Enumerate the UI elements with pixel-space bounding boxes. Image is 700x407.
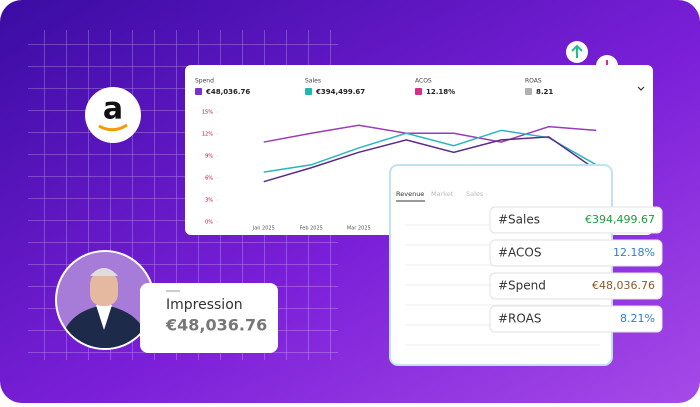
y-tick-label: 3% <box>205 198 213 204</box>
metric-swatch <box>415 88 422 95</box>
impression-value: €48,036.76 <box>165 316 267 335</box>
y-tick-label: 6% <box>205 176 213 182</box>
x-tick-label: Jan 2025 <box>252 226 275 232</box>
avatar <box>57 252 153 348</box>
impression-card <box>140 283 278 353</box>
metric-value: €394,499.67 <box>315 88 365 96</box>
metric-value: 8.21 <box>536 88 553 96</box>
pill-label: #ACOS <box>498 246 542 260</box>
metric-pill <box>489 305 663 333</box>
metric-swatch <box>525 88 532 95</box>
metric-label: Spend <box>195 78 214 85</box>
impression-label: Impression <box>166 297 243 313</box>
metric-value: €48,036.76 <box>205 88 250 96</box>
pill-label: #Sales <box>498 213 540 227</box>
metric-pill <box>489 206 663 234</box>
pill-label: #ROAS <box>498 312 541 326</box>
metric-label: ACOS <box>415 78 432 85</box>
metric-value: 12.18% <box>426 88 455 96</box>
metric-label: ROAS <box>525 78 542 85</box>
panel-tab: Revenue <box>396 190 424 198</box>
pill-value: €48,036.76 <box>592 279 655 292</box>
panel-tab: Sales <box>466 190 484 198</box>
metric-pill <box>489 239 663 267</box>
pill-value: 12.18% <box>613 246 655 259</box>
series-line <box>263 129 597 173</box>
amazon-logo <box>85 87 141 143</box>
y-tick-label: 0% <box>205 220 213 226</box>
pill-value: 8.21% <box>620 312 655 325</box>
svg-text:a: a <box>103 92 123 127</box>
y-tick-label: 15% <box>202 110 213 116</box>
y-tick-label: 12% <box>202 132 213 138</box>
x-tick-label: Mar 2025 <box>347 226 371 232</box>
x-tick-label: Feb 2025 <box>300 226 323 232</box>
pill-value: €394,499.67 <box>585 213 655 226</box>
y-tick-label: 9% <box>205 154 213 160</box>
metric-pill <box>489 272 663 300</box>
metric-label: Sales <box>305 78 321 85</box>
panel-tab: Market <box>431 190 454 198</box>
metric-swatch <box>305 88 312 95</box>
series-line <box>263 136 597 183</box>
series-line <box>263 124 597 143</box>
pill-label: #Spend <box>498 279 546 293</box>
metric-swatch <box>195 88 202 95</box>
